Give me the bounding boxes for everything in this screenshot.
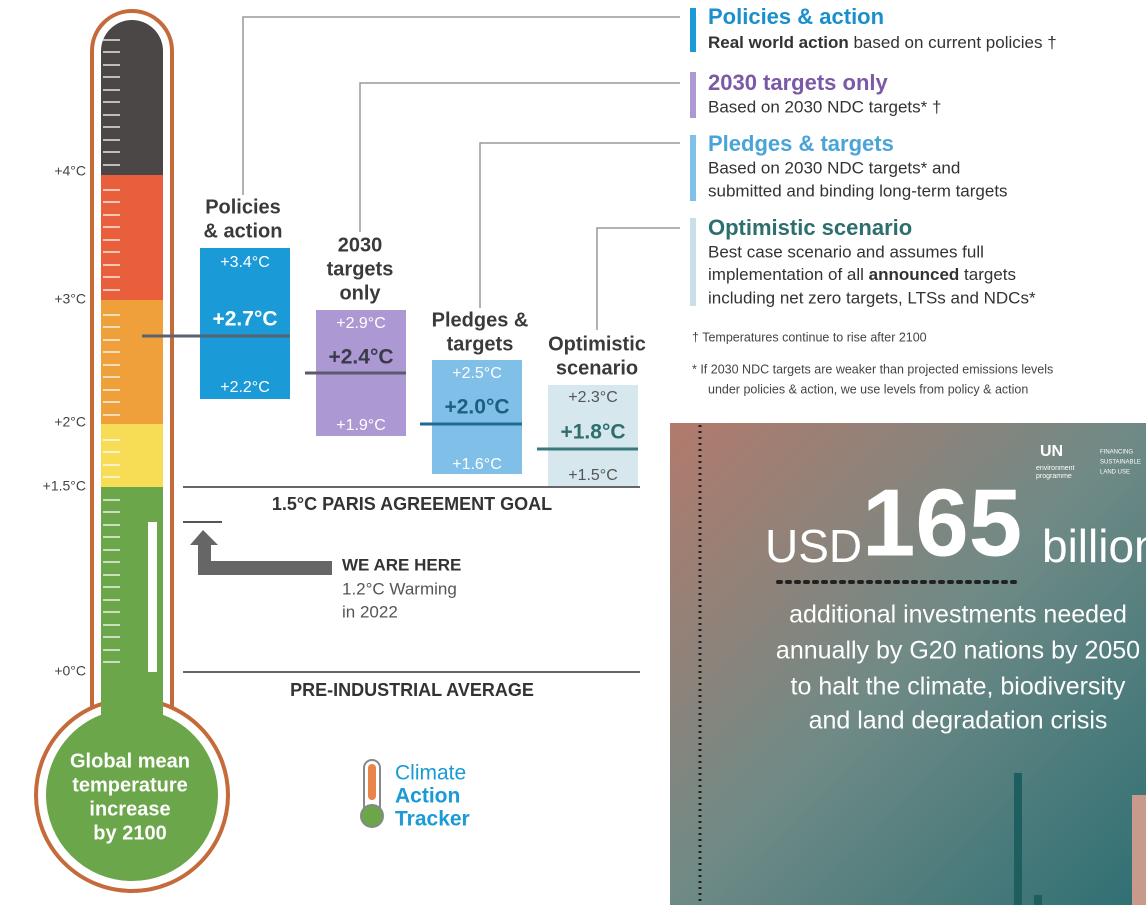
legend-span: targets bbox=[959, 265, 1016, 284]
arrow bbox=[190, 530, 332, 575]
we-are-here-text: 1.2°C Warming bbox=[342, 579, 457, 598]
scenario-title: Policies bbox=[205, 196, 281, 218]
mid: +2.7°C bbox=[212, 308, 277, 331]
high: +2.3°C bbox=[568, 389, 618, 406]
legend-bar bbox=[690, 135, 696, 201]
scenario-title: scenario bbox=[556, 357, 638, 379]
legend-text: including net zero targets, LTSs and NDC… bbox=[708, 288, 1036, 307]
bulb-label: Global mean bbox=[70, 750, 190, 772]
tick-label: +0°C bbox=[54, 663, 86, 679]
scenario-title: Pledges & bbox=[432, 309, 529, 331]
panel-text: annually by G20 nations by 2050 bbox=[776, 637, 1140, 665]
scenario-title: only bbox=[339, 282, 381, 304]
partner: LAND USE bbox=[1100, 470, 1130, 476]
legend-span: based on current policies † bbox=[849, 33, 1057, 52]
low: +1.6°C bbox=[452, 456, 502, 473]
legend-text: Real world action based on current polic… bbox=[708, 33, 1057, 52]
logo-text: Climate bbox=[395, 762, 466, 785]
legend-bar bbox=[690, 218, 696, 306]
pre-industrial: PRE-INDUSTRIAL AVERAGE bbox=[290, 680, 534, 700]
bulb-label: by 2100 bbox=[93, 822, 166, 844]
mid: +2.0°C bbox=[444, 396, 509, 419]
scenario-title: Optimistic bbox=[548, 333, 646, 355]
mid: +1.8°C bbox=[560, 421, 625, 444]
high: +2.5°C bbox=[452, 365, 502, 382]
org-sub: environment bbox=[1036, 465, 1075, 472]
legend-title: Pledges & targets bbox=[708, 131, 894, 156]
scenario-title: targets bbox=[447, 333, 514, 355]
legend-title: Optimistic scenario bbox=[708, 215, 912, 240]
note: under policies & action, we use levels f… bbox=[708, 382, 1028, 396]
legend-bold: Real world action bbox=[708, 33, 849, 52]
low: +1.5°C bbox=[568, 467, 618, 484]
tick-label: +4°C bbox=[54, 163, 86, 179]
legend-title: 2030 targets only bbox=[708, 70, 889, 95]
panel-text: to halt the climate, biodiversity bbox=[791, 673, 1126, 701]
note: † Temperatures continue to rise after 21… bbox=[692, 330, 927, 344]
we-are-here: WE ARE HERE bbox=[342, 555, 461, 574]
range-box bbox=[432, 360, 522, 474]
legend-bar bbox=[690, 72, 696, 118]
we-are-here-text: in 2022 bbox=[342, 602, 398, 621]
legend-bar bbox=[690, 8, 696, 52]
legend-title: Policies & action bbox=[708, 4, 884, 29]
amount: 165 bbox=[862, 469, 1022, 576]
scenario-title: & action bbox=[204, 220, 283, 242]
panel-text: and land degradation crisis bbox=[809, 707, 1108, 735]
org-sub: programme bbox=[1036, 473, 1072, 480]
legend-bold: announced bbox=[869, 265, 960, 284]
legend-text: submitted and binding long-term targets bbox=[708, 181, 1008, 200]
scenario-title: targets bbox=[327, 258, 394, 280]
currency: USD bbox=[765, 520, 862, 572]
current-warming bbox=[148, 522, 157, 672]
org: UN bbox=[1040, 443, 1063, 460]
paris-goal: 1.5°C PARIS AGREEMENT GOAL bbox=[272, 494, 552, 514]
low: +1.9°C bbox=[336, 417, 386, 434]
mid: +2.4°C bbox=[328, 346, 393, 369]
tick-label: +2°C bbox=[54, 414, 86, 430]
range-box bbox=[200, 248, 290, 399]
tick-label: +1.5°C bbox=[43, 478, 86, 494]
logo: Climate Action Tracker bbox=[360, 759, 470, 831]
unit: billion bbox=[1042, 520, 1146, 572]
low: +2.2°C bbox=[220, 379, 270, 396]
panel-text: additional investments needed bbox=[789, 601, 1127, 629]
panel: UN environment programme FINANCING SUSTA… bbox=[670, 423, 1146, 905]
legend-span: implementation of all bbox=[708, 265, 869, 284]
legend-text: implementation of all announced targets bbox=[708, 265, 1016, 284]
partner: FINANCING bbox=[1100, 450, 1133, 456]
connectors bbox=[242, 16, 680, 330]
tick-label: +3°C bbox=[54, 291, 86, 307]
scenario-title: 2030 bbox=[338, 234, 383, 256]
bulb-label: temperature bbox=[72, 774, 188, 796]
bulb-label: increase bbox=[89, 798, 170, 820]
high: +3.4°C bbox=[220, 254, 270, 271]
legend-text: Based on 2030 NDC targets* † bbox=[708, 97, 941, 116]
high: +2.9°C bbox=[336, 315, 386, 332]
legend-text: Best case scenario and assumes full bbox=[708, 242, 984, 261]
range-box bbox=[548, 385, 638, 487]
partner: SUSTAINABLE bbox=[1100, 460, 1141, 466]
note: * If 2030 NDC targets are weaker than pr… bbox=[692, 362, 1053, 376]
legend-text: Based on 2030 NDC targets* and bbox=[708, 158, 960, 177]
logo-text: Tracker bbox=[395, 808, 470, 831]
logo-text: Action bbox=[395, 785, 460, 808]
